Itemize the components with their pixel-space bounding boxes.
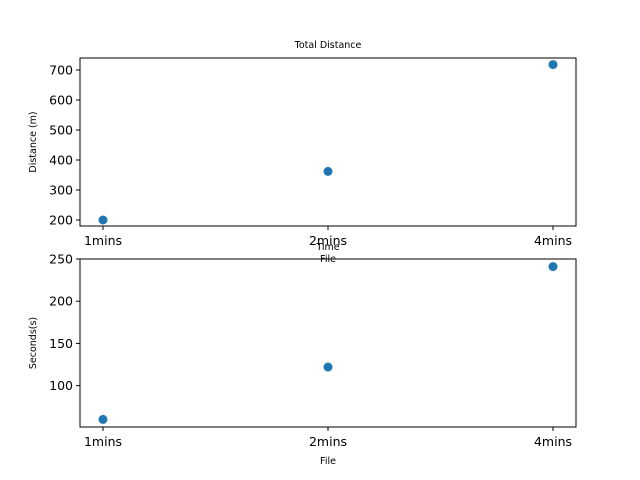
y-tick-label: 600 bbox=[49, 93, 73, 108]
x-tick-label: 1mins bbox=[84, 434, 122, 449]
tick-group: 200 300 400 500 600 700 1mins 2mins 4mins bbox=[49, 63, 572, 249]
x-tick-label: 4mins bbox=[534, 434, 572, 449]
data-point bbox=[98, 215, 108, 225]
y-tick-label: 250 bbox=[49, 252, 73, 267]
point-group bbox=[98, 60, 558, 225]
x-axis-label: File bbox=[320, 456, 336, 467]
y-tick-label: 400 bbox=[49, 153, 73, 168]
plot-area-frame bbox=[79, 258, 577, 428]
x-tick-label: 4mins bbox=[534, 233, 572, 248]
distance-chart: Total Distance Distance (m) Time File 20… bbox=[28, 40, 577, 265]
data-point bbox=[548, 60, 558, 70]
y-tick-label: 100 bbox=[49, 378, 73, 393]
data-point bbox=[323, 166, 333, 176]
y-tick-label: 700 bbox=[49, 63, 73, 78]
data-point bbox=[323, 362, 333, 372]
y-tick-label: 500 bbox=[49, 123, 73, 138]
data-point bbox=[98, 414, 108, 424]
y-tick-label: 200 bbox=[49, 213, 73, 228]
seconds-chart: Seconds(s) File 100 150 200 250 1mins 2mins 4m… bbox=[28, 252, 577, 467]
point-group bbox=[98, 262, 558, 424]
x-tick-label: 2mins bbox=[309, 434, 347, 449]
x-tick-label: 1mins bbox=[84, 233, 122, 248]
chart-title: Total Distance bbox=[294, 40, 362, 51]
tick-group: 100 150 200 250 1mins 2mins 4mins bbox=[49, 252, 572, 450]
y-tick-label: 200 bbox=[49, 294, 73, 309]
x-axis-label: Time bbox=[315, 242, 339, 253]
x-tick-label: 2mins bbox=[309, 233, 347, 248]
y-tick-label: 300 bbox=[49, 183, 73, 198]
data-point bbox=[548, 262, 558, 272]
y-tick-label: 150 bbox=[49, 336, 73, 351]
y-axis-label: Distance (m) bbox=[28, 111, 39, 172]
y-axis-label: Seconds(s) bbox=[28, 317, 39, 369]
plot-area-frame bbox=[79, 57, 577, 227]
